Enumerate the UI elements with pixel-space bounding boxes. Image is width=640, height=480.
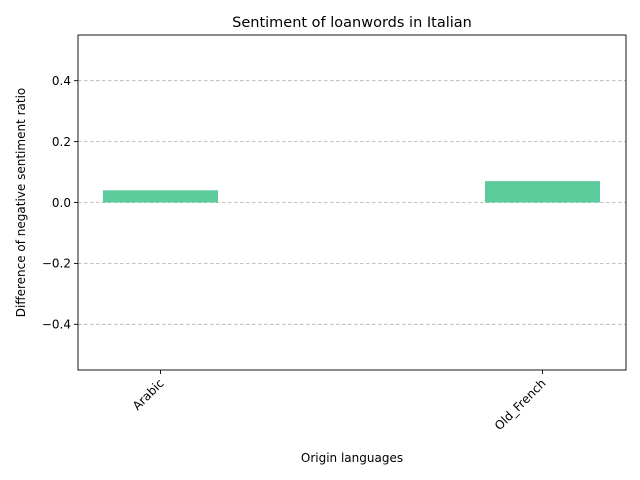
chart-title: Sentiment of loanwords in Italian (232, 15, 472, 31)
bars (103, 181, 600, 203)
x-tick-label: Old_French (492, 376, 549, 433)
x-axis-label: Origin languages (301, 451, 403, 465)
y-tick-label: 0.2 (52, 135, 71, 149)
y-tick-label: 0.4 (52, 74, 71, 88)
y-tick-label: −0.2 (42, 257, 71, 271)
y-axis-label: Difference of negative sentiment ratio (14, 88, 28, 318)
bar-old-french (485, 181, 600, 203)
y-tick-label: −0.4 (42, 318, 71, 332)
x-tick-label: Arabic (130, 376, 167, 413)
y-axis-ticks: −0.4 −0.2 0.0 0.2 0.4 (42, 74, 78, 332)
bar-arabic (103, 190, 218, 203)
y-tick-label: 0.0 (52, 196, 71, 210)
x-axis-ticks: Arabic Old_French (130, 370, 549, 433)
